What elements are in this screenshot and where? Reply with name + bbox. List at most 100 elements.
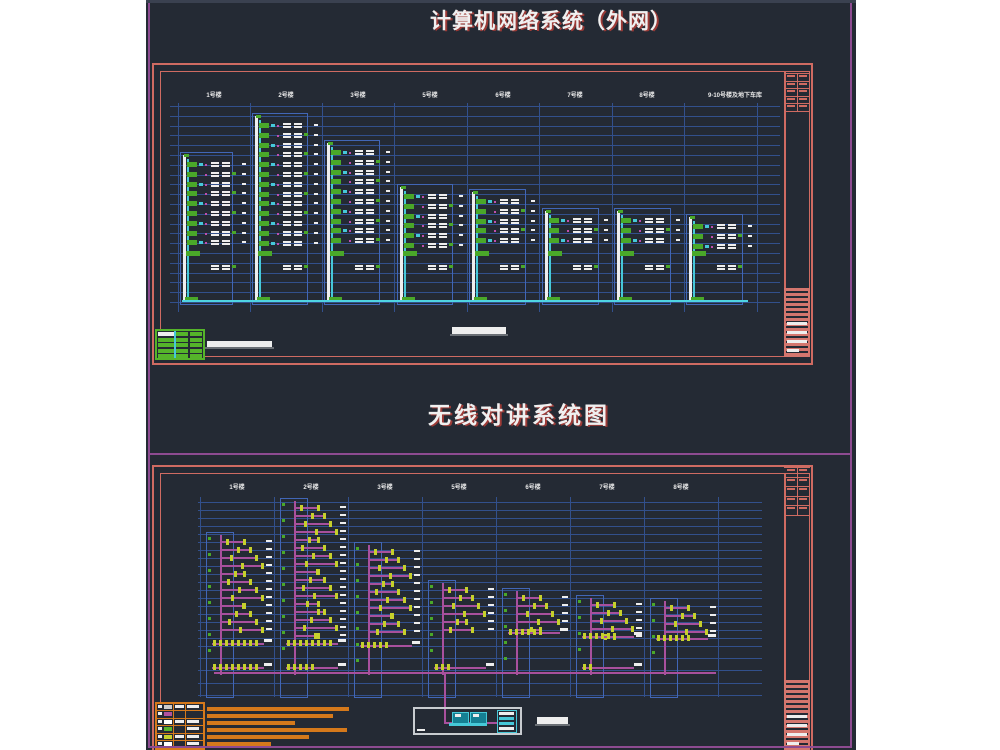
antenna-device (382, 581, 385, 587)
floor-tag (386, 200, 390, 202)
antenna-device (687, 635, 690, 641)
riser-node (282, 519, 285, 522)
device-node (738, 265, 742, 268)
label-mark (717, 246, 725, 249)
label-mark (355, 208, 363, 211)
label-mark (366, 169, 374, 172)
antenna-device (685, 629, 688, 635)
floor-tag (266, 572, 272, 574)
wire-mark (277, 164, 279, 167)
floor-tag (710, 630, 716, 632)
titleblock-text-row (786, 718, 808, 720)
label-mark (283, 172, 291, 174)
floor-tag (264, 663, 272, 666)
branch-line (516, 605, 546, 607)
wire-mark (277, 203, 279, 206)
switch-cluster (548, 251, 562, 256)
port-mark (199, 163, 203, 166)
antenna-device (533, 603, 536, 609)
antenna-device (316, 569, 319, 575)
floor-line (198, 502, 762, 503)
label-mark (500, 228, 508, 231)
floor-tag (340, 618, 346, 620)
riser-cyan-line (187, 159, 189, 300)
switch-block (259, 201, 269, 207)
antenna-device (663, 635, 666, 641)
titleblock-cell-line (797, 467, 798, 515)
titleblock-text-mark (787, 507, 795, 510)
branch-line (442, 621, 466, 623)
floor-tag (562, 596, 568, 598)
label-mark (222, 184, 230, 187)
antenna-device (397, 621, 400, 627)
antenna-device (669, 635, 672, 641)
port-mark (199, 202, 203, 206)
riser-bar (545, 211, 548, 302)
titleblock-text-mark (799, 488, 807, 491)
antenna-device (329, 585, 332, 591)
antenna-device (583, 664, 586, 670)
antenna-device (378, 565, 381, 571)
wire-mark (205, 232, 207, 235)
titleblock-text-mark (787, 75, 795, 77)
antenna-device (238, 587, 241, 593)
floor-line (170, 213, 780, 215)
antenna-device (317, 601, 320, 607)
wire-mark (349, 161, 351, 164)
port-mark (633, 238, 637, 242)
titleblock-text-row (786, 291, 808, 293)
building-outline (650, 598, 678, 698)
riser-cyan-line (621, 215, 623, 300)
floor-line (170, 223, 780, 225)
floor-tag (488, 596, 494, 598)
device-node (376, 265, 380, 268)
cad-canvas: 计算机网络系统（外网） 无线对讲系统图 1号楼 2号楼 3号楼 5号楼 6号楼 7号楼 8号… (146, 0, 856, 750)
label-mark (428, 233, 436, 236)
legend-cell (190, 332, 202, 336)
column-header-label: 3号楼 (377, 485, 393, 491)
antenna-device (449, 627, 452, 633)
switch-block (187, 211, 197, 216)
label-mark (656, 265, 664, 267)
label-mark (355, 182, 363, 185)
wire-mark (277, 134, 279, 137)
legend-cell (176, 354, 188, 359)
label-mark (511, 265, 519, 267)
riser-node (356, 595, 359, 598)
riser-foot-connector (329, 297, 342, 300)
legend-divider (173, 704, 174, 748)
antenna-device (310, 617, 313, 623)
label-mark (222, 171, 230, 174)
floor-tag (636, 627, 642, 629)
label-mark (717, 265, 725, 267)
antenna-device (452, 603, 455, 609)
label-mark (584, 237, 592, 240)
antenna-device (305, 640, 308, 646)
antenna-device (225, 664, 228, 670)
floor-tag (340, 514, 346, 516)
branch-line (294, 547, 324, 549)
sheet-frame-outer (152, 465, 813, 750)
titleblock-text-row (786, 703, 808, 705)
device-node (666, 265, 670, 268)
port-mark (343, 229, 347, 233)
building-outline (614, 208, 671, 305)
antenna-device (255, 587, 258, 593)
branch-line (442, 605, 478, 607)
drawing-label-shadow (535, 724, 570, 726)
riser-node (208, 649, 211, 652)
antenna-device (231, 664, 234, 670)
branch-line (294, 635, 318, 637)
label-mark (439, 265, 447, 267)
label-mark (573, 265, 581, 267)
device-node (376, 238, 380, 242)
port-mark (199, 182, 203, 186)
switch-block (549, 218, 559, 223)
antenna-device (674, 621, 677, 627)
floor-tag (314, 133, 318, 136)
floor-line (170, 243, 780, 245)
antenna-device (255, 555, 258, 561)
riser-node (282, 551, 285, 554)
riser-node (282, 583, 285, 586)
floor-line (170, 282, 780, 284)
